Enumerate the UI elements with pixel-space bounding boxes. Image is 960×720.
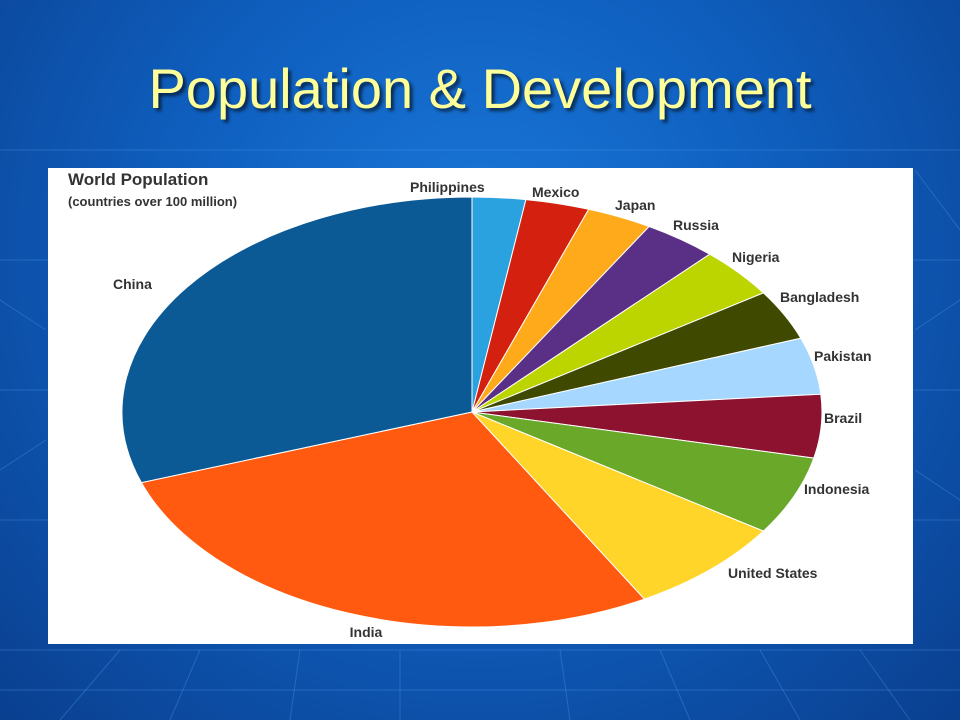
- pie-chart: World Population (countries over 100 mil…: [68, 170, 872, 640]
- pie-slice-indonesia: [471, 411, 815, 532]
- chart-subtitle: (countries over 100 million): [68, 194, 237, 209]
- pie-label-bangladesh: Bangladesh: [780, 289, 859, 305]
- pie-label-pakistan: Pakistan: [814, 348, 872, 364]
- pie-label-brazil: Brazil: [824, 410, 862, 426]
- pie-label-united-states: United States: [728, 565, 818, 581]
- pie-labels: Philippines Mexico Japan Russia Nigeria Bangl…: [113, 179, 872, 640]
- pie-slice-china: [121, 196, 473, 484]
- slide-title: Population & Development: [148, 57, 812, 120]
- pie-label-japan: Japan: [615, 197, 655, 213]
- pie-slice-india: [140, 411, 646, 628]
- chart-title: World Population: [68, 170, 208, 189]
- chart-panel: World Population (countries over 100 mil…: [48, 168, 913, 644]
- pie-slices: [121, 196, 823, 628]
- pie-label-mexico: Mexico: [532, 184, 579, 200]
- pie-slice-united-states: [471, 411, 765, 600]
- pie-label-indonesia: Indonesia: [804, 481, 870, 497]
- pie-label-russia: Russia: [673, 217, 719, 233]
- pie-label-china: China: [113, 276, 152, 292]
- pie-label-india: India: [350, 624, 383, 640]
- pie-label-nigeria: Nigeria: [732, 249, 780, 265]
- pie-label-philippines: Philippines: [410, 179, 485, 195]
